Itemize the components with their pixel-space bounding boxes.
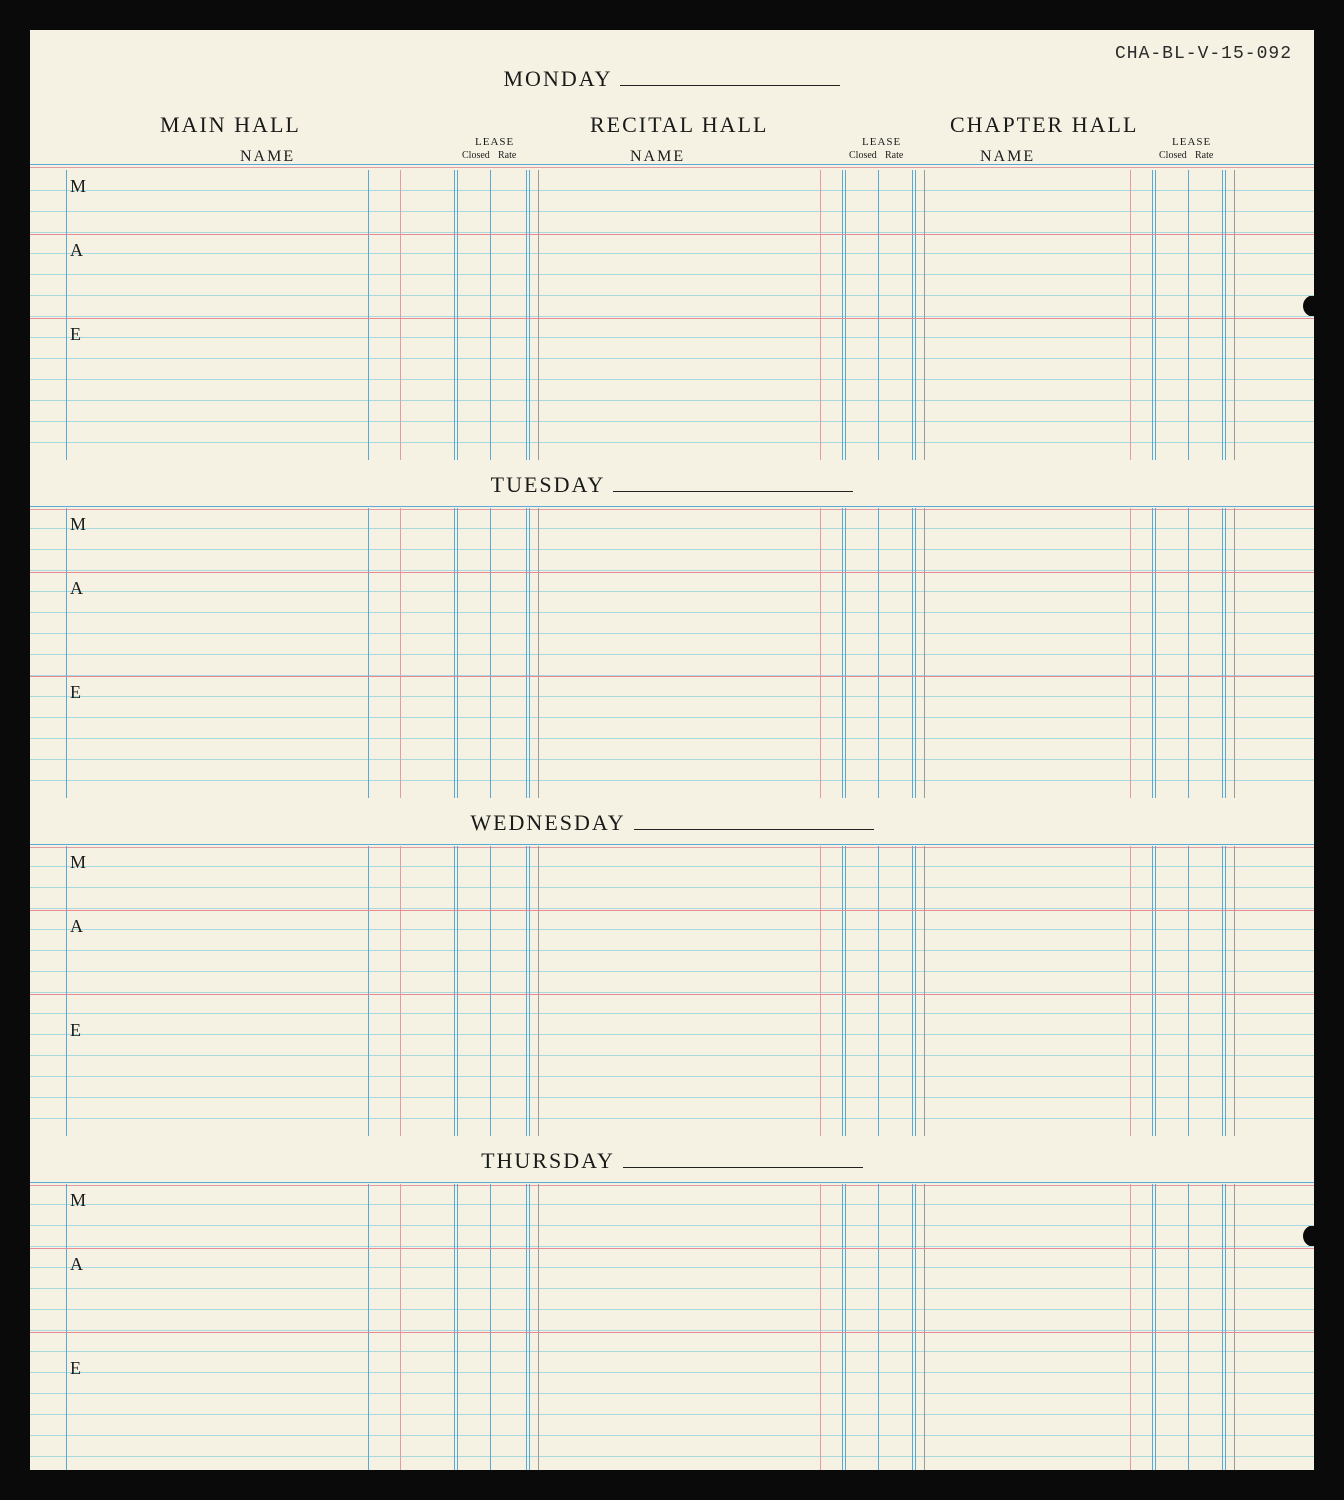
col-rate-3: Rate (1195, 150, 1213, 161)
ruled-band-wednesday: M A E (30, 846, 1314, 1136)
band-top-rule (30, 164, 1314, 168)
day-underline (634, 816, 874, 830)
header-band: MONDAY MAIN HALL RECITAL HALL CHAPTER HA… (30, 66, 1314, 126)
slot-m: M (70, 176, 88, 197)
vertical-rules (30, 1184, 1314, 1470)
day-label: WEDNESDAY (470, 810, 625, 835)
slot-a: A (70, 1254, 85, 1275)
col-closed-1: Closed (462, 150, 490, 161)
col-rate-2: Rate (885, 150, 903, 161)
slot-a: A (70, 916, 85, 937)
vertical-rules (30, 170, 1314, 460)
col-lease-2: LEASE (862, 136, 901, 148)
col-closed-2: Closed (849, 150, 877, 161)
day-title-monday: MONDAY (30, 66, 1314, 92)
slot-a: A (70, 578, 85, 599)
slot-e: E (70, 1020, 83, 1041)
reference-code: CHA-BL-V-15-092 (1115, 44, 1292, 64)
day-label: MONDAY (504, 66, 613, 91)
vertical-rules (30, 508, 1314, 798)
slot-e: E (70, 1358, 83, 1379)
ledger-page: CHA-BL-V-15-092 MONDAY MAIN HALL RECITAL… (30, 30, 1314, 1470)
slot-m: M (70, 1190, 88, 1211)
slot-e: E (70, 682, 83, 703)
col-closed-3: Closed (1159, 150, 1187, 161)
slot-e: E (70, 324, 83, 345)
hall-title-main: MAIN HALL (160, 112, 301, 138)
section-divider (30, 910, 1314, 911)
day-underline (623, 1154, 863, 1168)
slot-m: M (70, 514, 88, 535)
ruled-band-monday: M A E (30, 170, 1314, 460)
day-underline (613, 478, 853, 492)
day-title-tuesday: TUESDAY (30, 464, 1314, 508)
ruled-band-thursday: M A E (30, 1184, 1314, 1470)
section-divider (30, 1332, 1314, 1333)
section-divider (30, 994, 1314, 995)
section-divider (30, 572, 1314, 573)
slot-a: A (70, 240, 85, 261)
ruled-band-tuesday: M A E (30, 508, 1314, 798)
col-lease-3: LEASE (1172, 136, 1211, 148)
section-divider (30, 234, 1314, 235)
slot-m: M (70, 852, 88, 873)
hall-title-chapter: CHAPTER HALL (950, 112, 1138, 138)
day-label: TUESDAY (491, 472, 606, 497)
day-title-wednesday: WEDNESDAY (30, 802, 1314, 846)
col-lease-1: LEASE (475, 136, 514, 148)
day-label: THURSDAY (481, 1148, 615, 1173)
col-rate-1: Rate (498, 150, 516, 161)
hall-title-recital: RECITAL HALL (590, 112, 768, 138)
section-divider (30, 1248, 1314, 1249)
day-underline (620, 72, 840, 86)
section-divider (30, 318, 1314, 319)
section-divider (30, 676, 1314, 677)
day-title-thursday: THURSDAY (30, 1140, 1314, 1184)
vertical-rules (30, 846, 1314, 1136)
